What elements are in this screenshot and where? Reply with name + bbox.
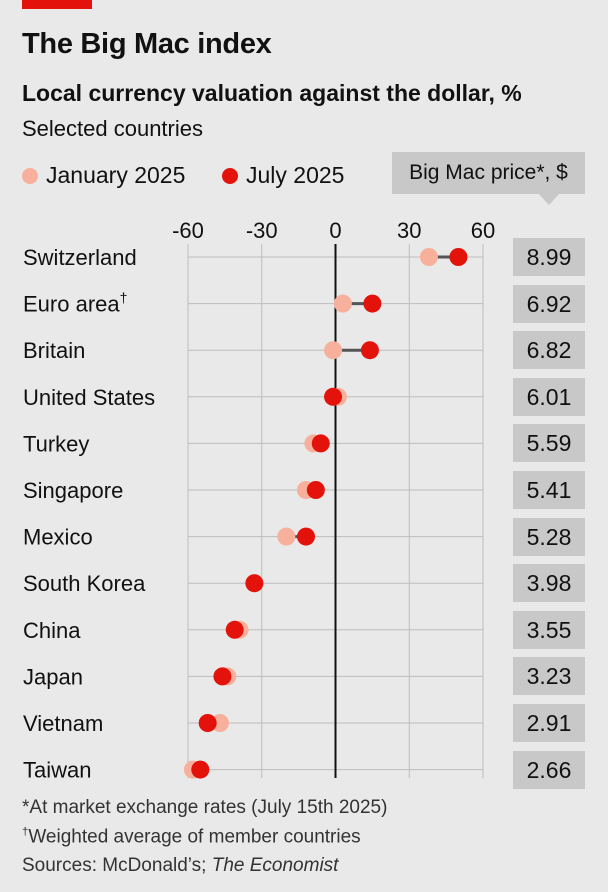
category-label: Turkey [23, 431, 89, 456]
category-label: Euro area† [23, 290, 127, 317]
category-label: Britain [23, 338, 85, 363]
category-label: Mexico [23, 525, 93, 550]
dot-july [360, 341, 379, 360]
price-value: 2.66 [513, 750, 585, 789]
footnote-dagger: †Weighted average of member countries [22, 826, 361, 848]
chart-subtitle-secondary: Selected countries [22, 116, 203, 141]
accent-bar [22, 0, 92, 9]
dot-july [225, 620, 244, 639]
price-column-header: Big Mac price*, $ [392, 152, 585, 194]
chart-subtitle: Local currency valuation against the dol… [22, 80, 522, 106]
price-value: 5.41 [513, 471, 585, 509]
dot-july [449, 248, 468, 266]
legend-label-january: January 2025 [46, 162, 186, 188]
price-value: 5.59 [513, 424, 585, 463]
footnote-dagger-mark: † [22, 826, 29, 838]
legend-dot-january [22, 167, 38, 184]
dot-july [324, 387, 343, 406]
dot-january [333, 294, 352, 313]
category-label: South Korea [23, 571, 146, 596]
footnote-dagger-text: Weighted average of member countries [28, 826, 361, 848]
category-label: Singapore [23, 478, 123, 503]
dot-january [277, 527, 296, 546]
x-tick-label: 60 [471, 218, 495, 243]
dot-july [198, 714, 217, 732]
dot-july [245, 574, 264, 593]
footnote-asterisk: *At market exchange rates (July 15th 202… [22, 797, 388, 818]
chart-title: The Big Mac index [22, 28, 272, 60]
category-label: China [23, 618, 81, 643]
x-tick-label: 30 [397, 218, 421, 243]
price-value: 3.55 [513, 610, 585, 649]
dot-july [311, 434, 330, 453]
sources-prefix: Sources: McDonald’s; [22, 855, 212, 876]
category-label: Vietnam [23, 711, 103, 736]
x-tick-label: 0 [329, 218, 341, 243]
dot-july [213, 667, 232, 686]
dot-july [363, 294, 382, 313]
dot-january [324, 341, 343, 360]
price-value: 5.28 [513, 517, 585, 556]
x-tick-label: -30 [246, 218, 278, 243]
legend-label-july: July 2025 [246, 162, 345, 188]
dot-july [191, 760, 210, 779]
price-value: 8.99 [513, 238, 585, 276]
price-value: 6.01 [513, 377, 585, 416]
sources-italic: The Economist [211, 855, 339, 876]
legend-item-july: July 2025 [222, 162, 344, 189]
price-value: 3.98 [513, 564, 585, 603]
category-label: United States [23, 385, 155, 410]
x-tick-label: -60 [172, 218, 204, 243]
dot-july [306, 481, 325, 499]
price-value: 3.23 [513, 657, 585, 696]
price-value: 2.91 [513, 704, 585, 742]
category-label: Taiwan [23, 758, 91, 783]
dot-july [297, 527, 315, 546]
legend-dot-july [222, 167, 238, 184]
category-label: Switzerland [23, 245, 137, 270]
legend-item-january: January 2025 [22, 162, 185, 189]
price-value: 6.92 [513, 284, 585, 323]
category-label: Japan [23, 664, 83, 689]
dot-january [419, 248, 438, 266]
footnote-sources: Sources: McDonald’s; The Economist [22, 855, 338, 877]
price-value: 6.82 [513, 331, 585, 370]
price-header-pointer [539, 194, 559, 205]
